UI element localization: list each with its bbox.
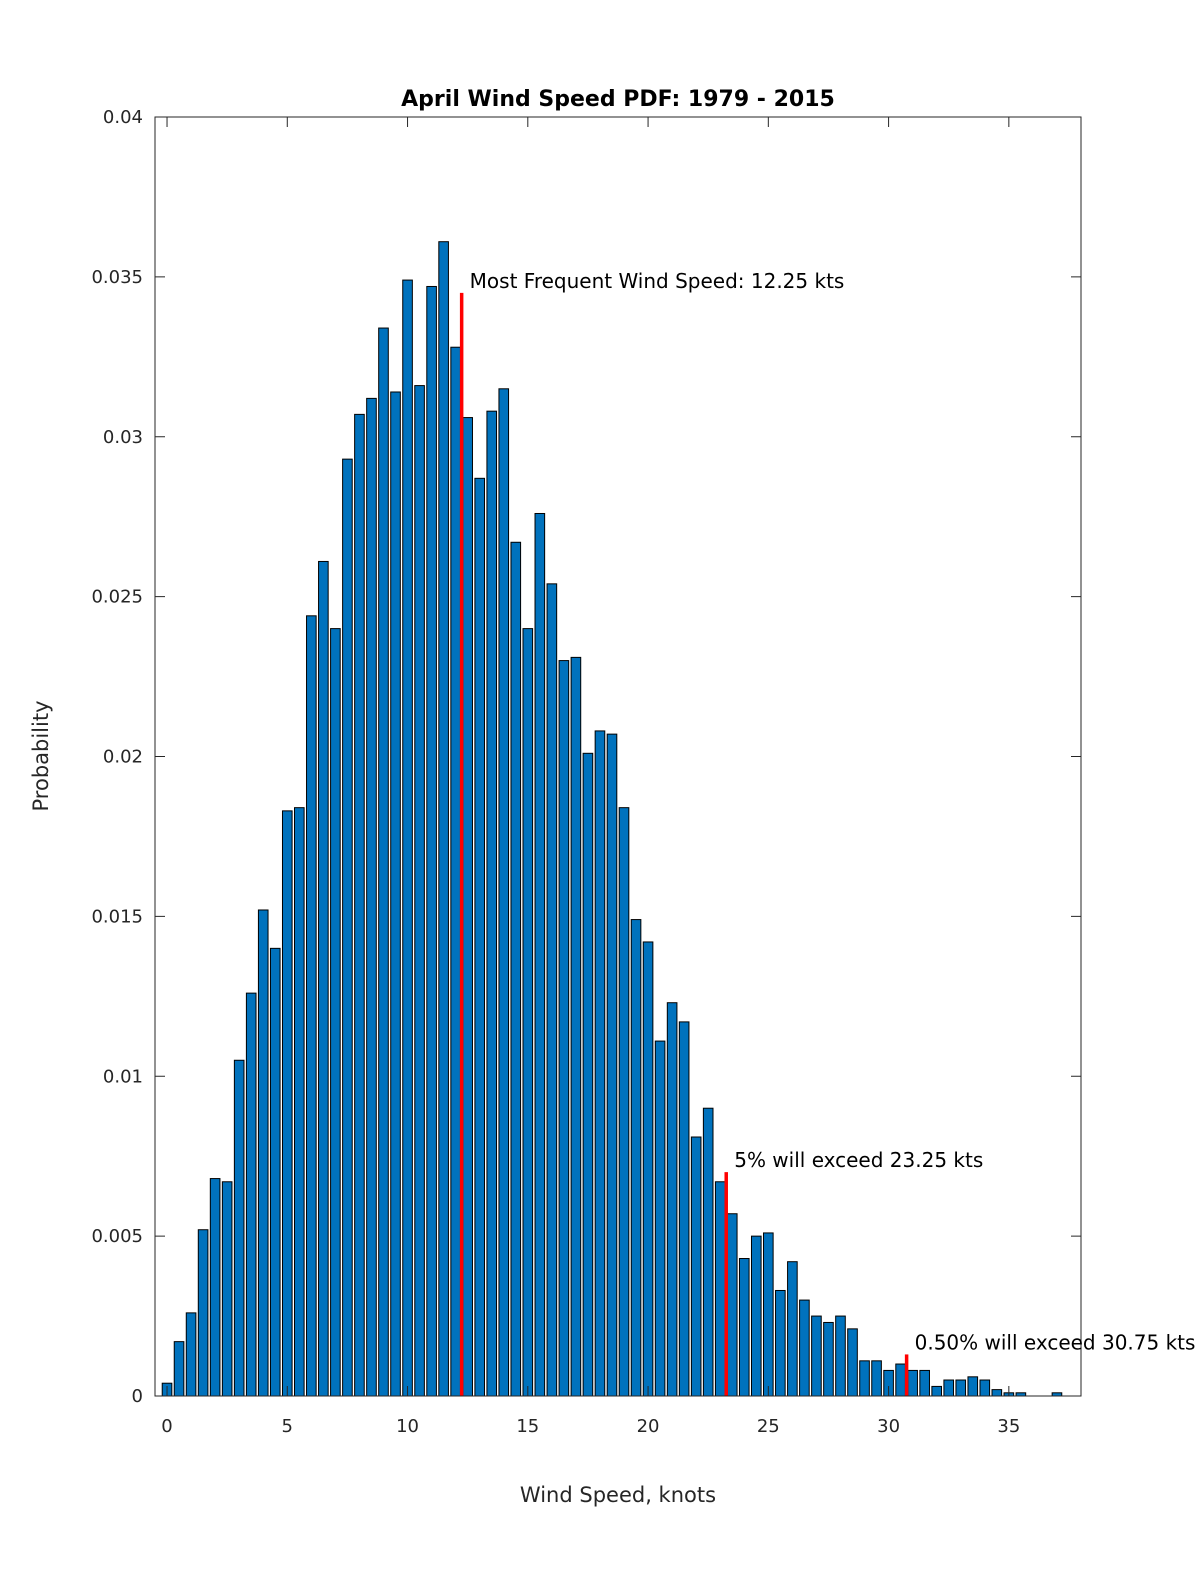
bar	[787, 1261, 798, 1397]
bar	[318, 560, 329, 1397]
bar	[342, 458, 353, 1397]
bar	[197, 1229, 209, 1397]
bar	[871, 1360, 882, 1397]
bar	[726, 1213, 738, 1397]
bar	[426, 285, 437, 1397]
x-axis-title: Wind Speed, knots	[520, 1483, 716, 1507]
bar	[522, 628, 534, 1397]
bar	[859, 1360, 870, 1397]
bar	[678, 1021, 690, 1397]
y-tick-label: 0.01	[103, 1066, 143, 1087]
bar	[450, 346, 461, 1397]
bar	[486, 410, 498, 1397]
bar	[306, 615, 317, 1397]
x-tick-label: 10	[396, 1416, 419, 1437]
bar	[570, 656, 582, 1397]
bar	[510, 541, 522, 1397]
y-tick-label: 0.04	[103, 107, 143, 128]
bar	[654, 1040, 666, 1397]
bar	[606, 733, 618, 1397]
bar	[895, 1363, 906, 1397]
bar	[799, 1299, 810, 1397]
marker-lines	[459, 292, 909, 1396]
bar	[943, 1379, 955, 1397]
marker-annotation: Most Frequent Wind Speed: 12.25 kts	[470, 269, 845, 293]
bar	[750, 1235, 762, 1397]
bar	[618, 807, 630, 1397]
bar	[438, 241, 449, 1397]
bar	[269, 947, 281, 1397]
x-tick-label: 20	[637, 1416, 660, 1437]
bar	[546, 583, 558, 1397]
bar	[257, 909, 269, 1397]
y-axis-ticks: 0 0.005 0.01 0.015 0.02 0.025 0.03 0.035 0.04	[91, 107, 1081, 1407]
bar	[594, 730, 606, 1397]
marker-annotation: 5% will exceed 23.25 kts	[734, 1148, 983, 1172]
bar	[330, 628, 341, 1397]
bar	[775, 1289, 786, 1397]
bar	[378, 327, 389, 1397]
bar	[690, 1136, 702, 1397]
chart-title: April Wind Speed PDF: 1979 - 2015	[401, 87, 835, 112]
y-tick-label: 0.03	[103, 427, 143, 448]
bar	[847, 1328, 858, 1397]
bar	[582, 752, 594, 1397]
x-tick-label: 0	[161, 1416, 172, 1437]
bar	[931, 1385, 943, 1397]
x-tick-label: 15	[516, 1416, 539, 1437]
bar	[955, 1379, 967, 1397]
bar	[498, 388, 510, 1397]
x-tick-label: 30	[877, 1416, 900, 1437]
bar	[738, 1258, 750, 1397]
bar	[666, 1002, 678, 1397]
bar	[835, 1315, 846, 1397]
bar	[919, 1369, 930, 1397]
bar	[233, 1059, 245, 1397]
bar	[462, 417, 473, 1397]
x-axis-ticks: 0 5 10 15 20 25 30 35	[161, 117, 1020, 1437]
bar	[209, 1178, 221, 1397]
bar	[366, 397, 377, 1397]
bar	[185, 1312, 197, 1397]
y-tick-label: 0.02	[103, 747, 143, 768]
bar	[534, 512, 546, 1397]
bar	[702, 1107, 714, 1397]
bar	[390, 391, 401, 1397]
bar	[967, 1376, 979, 1397]
bar	[414, 385, 425, 1397]
bar	[558, 660, 570, 1397]
x-tick-label: 5	[282, 1416, 293, 1437]
bar	[823, 1321, 834, 1397]
bar	[221, 1181, 233, 1397]
bar	[402, 279, 413, 1397]
bar	[714, 1181, 726, 1397]
bar	[245, 992, 257, 1397]
bar	[763, 1232, 774, 1397]
y-axis-title: Probability	[29, 700, 53, 811]
marker-annotation: 0.50% will exceed 30.75 kts	[915, 1330, 1196, 1354]
marker-annotations: Most Frequent Wind Speed: 12.25 kts 5% wi…	[470, 269, 1196, 1355]
x-tick-label: 25	[757, 1416, 780, 1437]
bar-series	[161, 241, 1063, 1397]
bar	[979, 1379, 991, 1397]
bar	[642, 941, 654, 1397]
y-tick-label: 0	[132, 1386, 143, 1407]
bar	[907, 1369, 918, 1397]
bar	[474, 477, 486, 1397]
bar	[354, 413, 365, 1397]
bar	[991, 1389, 1003, 1397]
bar	[294, 807, 305, 1397]
bar	[630, 919, 642, 1397]
bar	[281, 810, 293, 1397]
y-tick-label: 0.015	[91, 906, 143, 927]
y-tick-label: 0.005	[91, 1226, 143, 1247]
bar	[173, 1341, 185, 1397]
y-tick-label: 0.025	[91, 587, 143, 608]
x-tick-label: 35	[997, 1416, 1020, 1437]
bar	[811, 1315, 822, 1397]
plot-area	[155, 117, 1081, 1396]
y-tick-label: 0.035	[91, 267, 143, 288]
